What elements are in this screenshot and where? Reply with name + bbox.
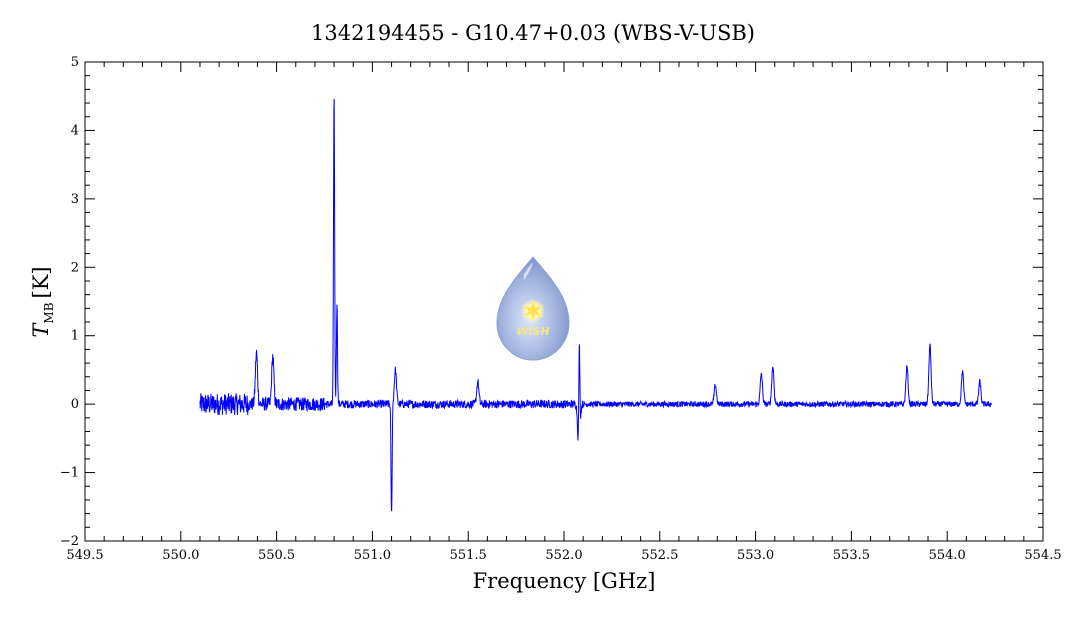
svg-text:TMB[K]: TMB [K] <box>29 266 56 337</box>
x-axis-label: Frequency [GHz] <box>473 569 656 593</box>
y-tick-label: 5 <box>71 55 79 70</box>
y-axis-label-main: T <box>29 322 53 338</box>
chart-title: 1342194455 - G10.47+0.03 (WBS-V-USB) <box>311 21 755 45</box>
y-tick-label: 0 <box>71 397 79 412</box>
x-tick-label: 550.0 <box>162 548 199 563</box>
y-tick-labels: −2 −1 0 1 2 3 4 5 <box>60 55 79 549</box>
x-tick-label: 551.0 <box>354 548 391 563</box>
x-tick-label: 552.5 <box>641 548 678 563</box>
y-tick-label: 4 <box>71 123 79 138</box>
y-tick-label: −1 <box>60 466 79 481</box>
x-tick-label: 554.5 <box>1024 548 1061 563</box>
y-tick-label: 3 <box>71 192 79 207</box>
y-axis-label: TMB [K] <box>29 266 56 337</box>
y-axis-label-sub: MB <box>42 302 56 323</box>
x-tick-label: 554.0 <box>929 548 966 563</box>
y-tick-label: 2 <box>71 260 79 275</box>
y-axis-label-unit: [K] <box>29 266 53 298</box>
x-tick-label: 550.5 <box>258 548 295 563</box>
x-tick-label: 553.5 <box>833 548 870 563</box>
logo-text: WISH <box>516 325 549 338</box>
x-tick-label: 552.0 <box>545 548 582 563</box>
axis-ticks <box>84 61 1044 542</box>
star-icon <box>522 299 544 323</box>
x-tick-label: 549.5 <box>66 548 103 563</box>
x-tick-label: 553.0 <box>737 548 774 563</box>
wish-logo: WISH <box>496 256 570 361</box>
y-tick-label: 1 <box>71 329 79 344</box>
x-tick-label: 551.5 <box>450 548 487 563</box>
x-tick-labels: 549.5 550.0 550.5 551.0 551.5 552.0 552.5 553.0… <box>66 548 1061 563</box>
y-tick-label: −2 <box>60 534 79 549</box>
spectrum-line <box>199 98 992 512</box>
